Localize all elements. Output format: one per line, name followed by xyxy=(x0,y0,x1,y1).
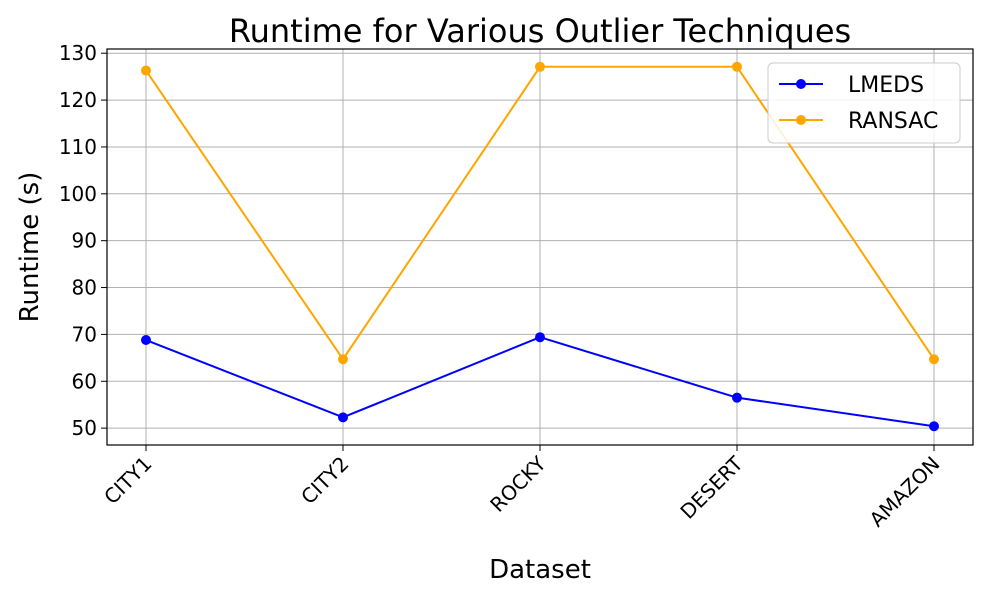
legend-label-ransac: RANSAC xyxy=(848,109,938,134)
y-tick-label: 130 xyxy=(59,41,97,65)
data-point-lmeds xyxy=(141,335,151,346)
legend-marker-lmeds xyxy=(796,79,806,89)
y-tick-label: 80 xyxy=(72,276,97,300)
data-point-ransac xyxy=(141,65,151,76)
y-tick-label: 100 xyxy=(59,182,97,206)
legend-marker-ransac xyxy=(796,115,806,125)
legend-label-lmeds: LMEDS xyxy=(848,73,924,98)
data-point-lmeds xyxy=(732,392,742,403)
data-point-ransac xyxy=(929,354,939,365)
chart-title: Runtime for Various Outlier Techniques xyxy=(229,12,851,50)
y-tick-label: 110 xyxy=(59,135,97,159)
y-tick-label: 90 xyxy=(72,229,97,253)
x-axis-label: Dataset xyxy=(489,555,591,585)
y-tick-label: 60 xyxy=(72,369,97,393)
y-tick-label: 50 xyxy=(72,416,97,440)
data-point-lmeds xyxy=(929,421,939,432)
y-axis-label: Runtime (s) xyxy=(15,172,45,323)
y-axis: 50 60 70 80 90 100 110 120 130 xyxy=(59,41,107,440)
data-point-lmeds xyxy=(338,412,348,423)
data-point-ransac xyxy=(732,61,742,72)
series-points xyxy=(141,61,939,432)
data-point-ransac xyxy=(535,61,545,72)
data-point-lmeds xyxy=(535,332,545,343)
y-tick-label: 120 xyxy=(59,88,97,112)
data-point-ransac xyxy=(338,354,348,365)
legend: LMEDS RANSAC xyxy=(767,62,961,144)
y-tick-label: 70 xyxy=(72,322,97,346)
